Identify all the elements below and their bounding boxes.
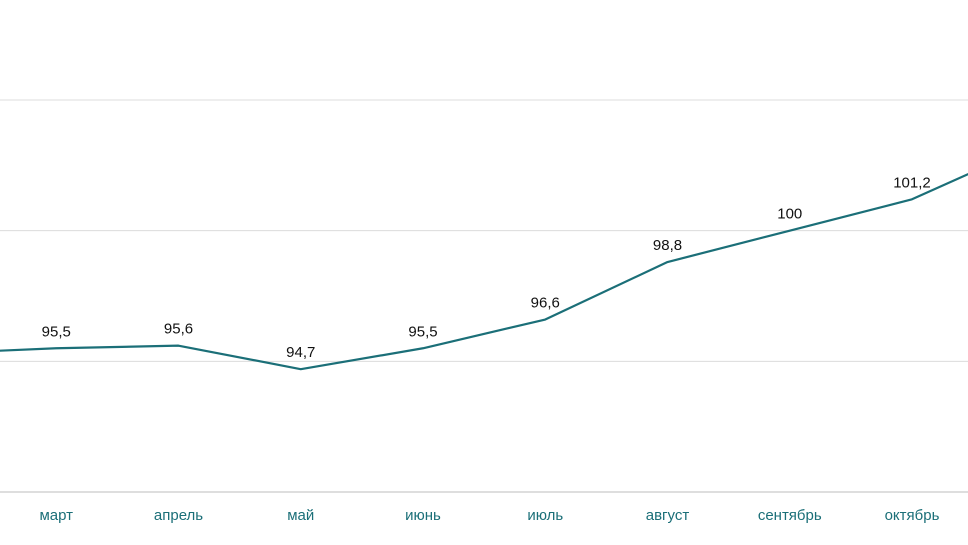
x-tick-label-7: сентябрь (758, 507, 822, 524)
data-labels: 95,5 95,6 94,7 95,5 96,6 98,8 100 101,2 (42, 174, 931, 361)
x-tick-label-5: июль (527, 507, 563, 524)
x-tick-label-4: июнь (405, 507, 441, 524)
series-layer (0, 172, 968, 371)
data-label-5: 96,6 (531, 295, 560, 312)
data-label-2: 95,6 (164, 321, 193, 338)
x-tick-labels: март апрель май июнь июль август сентябрь октяб… (39, 507, 939, 524)
x-tick-label-8: октябрь (885, 507, 940, 524)
data-label-6: 98,8 (653, 237, 682, 254)
data-label-1: 95,5 (42, 323, 71, 340)
x-tick-label-6: август (646, 507, 690, 524)
data-label-7: 100 (777, 206, 802, 223)
data-label-8: 101,2 (893, 174, 931, 191)
x-tick-label-2: апрель (154, 507, 203, 524)
x-tick-label-1: март (39, 507, 73, 524)
data-label-4: 95,5 (408, 323, 437, 340)
series-line (0, 172, 968, 371)
data-label-3: 94,7 (286, 344, 315, 361)
gridlines (0, 99, 968, 362)
x-tick-label-3: май (287, 507, 314, 524)
